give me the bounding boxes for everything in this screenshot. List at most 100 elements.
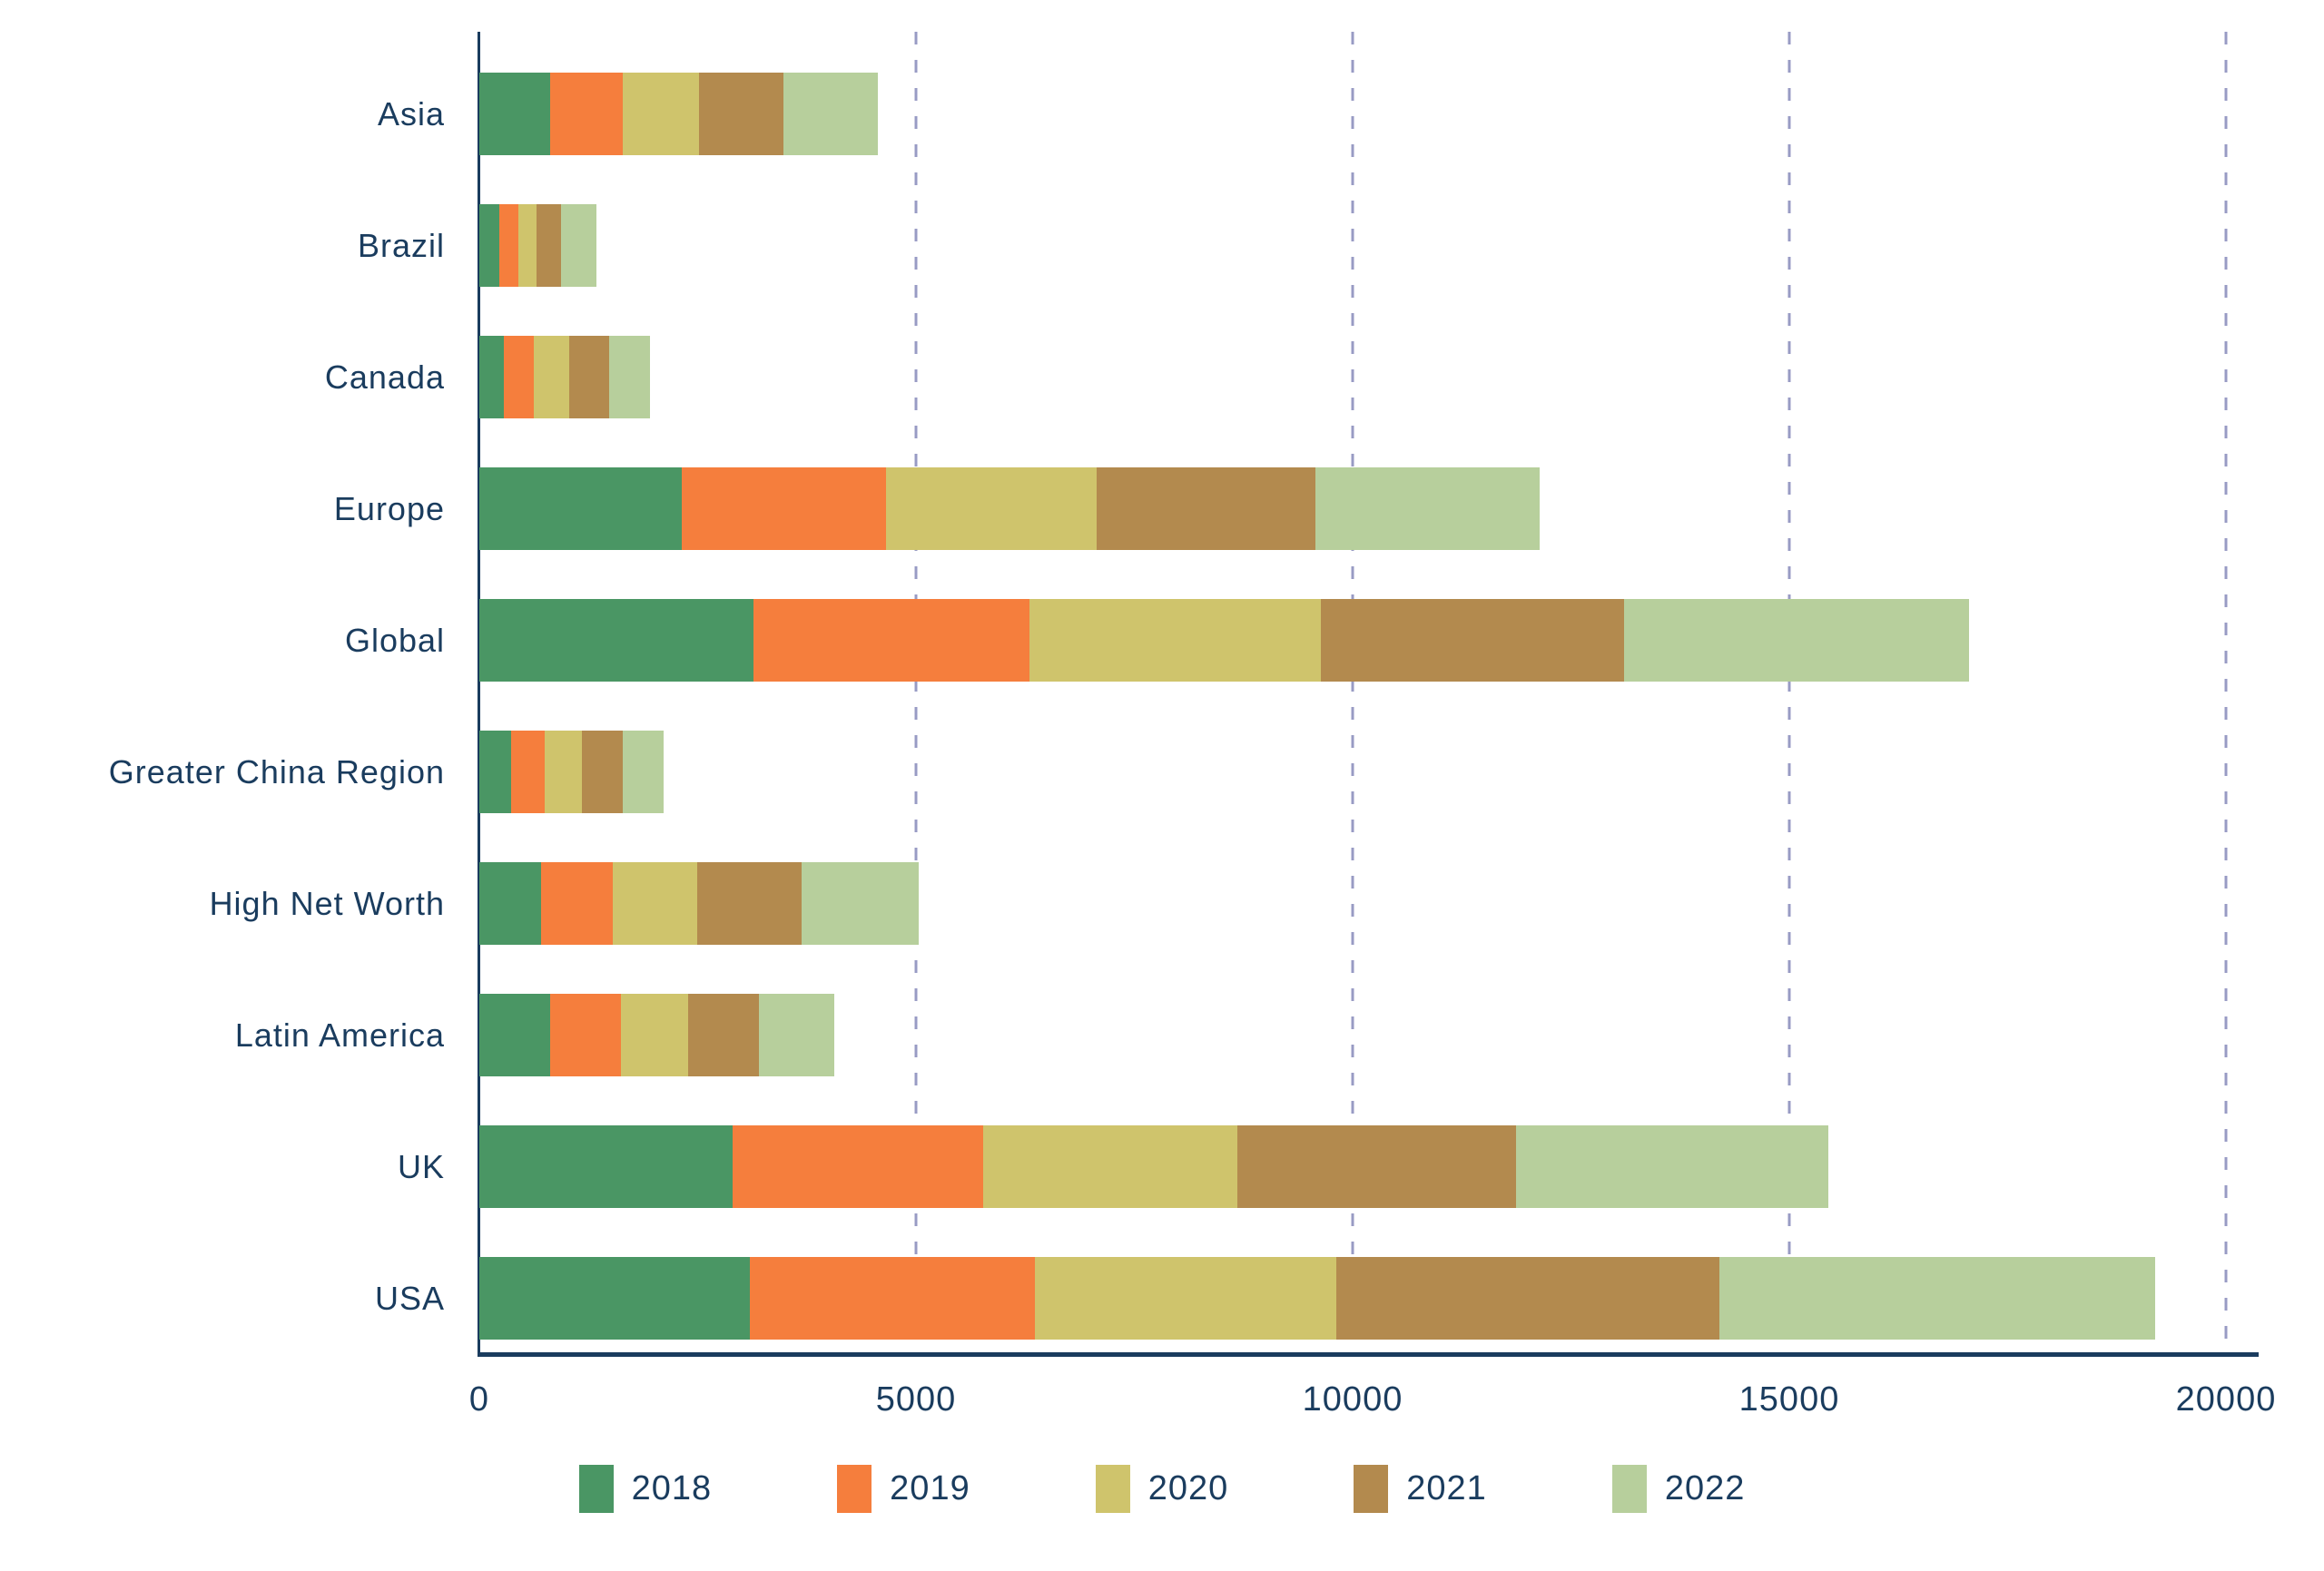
legend-swatch-2021 xyxy=(1354,1465,1389,1513)
stacked-bar-canada xyxy=(479,336,2226,418)
category-label-usa: USA xyxy=(374,1279,445,1317)
bar-segment-usa-2018 xyxy=(479,1257,751,1340)
bar-track xyxy=(479,73,2226,155)
bar-segment-uk-2018 xyxy=(479,1125,733,1208)
bar-track xyxy=(479,862,2226,945)
bar-segment-canada-2019 xyxy=(503,336,534,418)
x-tick-label-15000: 15000 xyxy=(1738,1380,1840,1419)
bar-segment-high-net-worth-2022 xyxy=(801,862,919,945)
legend-swatch-2018 xyxy=(578,1465,614,1513)
legend: 2018 2019 2020 2021 2022 xyxy=(0,1465,2324,1513)
bar-segment-latin-america-2020 xyxy=(621,994,689,1076)
bar-track xyxy=(479,336,2226,418)
legend-item-2021: 2021 xyxy=(1354,1465,1487,1513)
legend-item-2018: 2018 xyxy=(578,1465,713,1513)
category-label-greater-china-region: Greater China Region xyxy=(108,752,445,790)
bar-segment-canada-2021 xyxy=(568,336,609,418)
bar-track xyxy=(479,1125,2226,1208)
stacked-bar-europe xyxy=(479,467,2226,550)
category-label-uk: UK xyxy=(397,1147,445,1185)
stacked-bar-usa xyxy=(479,1257,2226,1340)
gridline-15000 xyxy=(1787,32,1791,1354)
bar-segment-global-2020 xyxy=(1029,599,1322,682)
bar-track xyxy=(479,599,2226,682)
bar-segment-asia-2018 xyxy=(479,73,550,155)
category-label-global: Global xyxy=(344,621,445,659)
bar-row-canada: Canada xyxy=(0,311,2226,443)
bar-track xyxy=(479,1257,2226,1340)
legend-item-2020: 2020 xyxy=(1095,1465,1229,1513)
legend-label-2019: 2019 xyxy=(890,1469,970,1507)
x-tick-label-10000: 10000 xyxy=(1302,1380,1403,1419)
bar-segment-asia-2022 xyxy=(783,73,878,155)
bar-segment-uk-2021 xyxy=(1237,1125,1517,1208)
x-axis-line xyxy=(478,1352,2259,1357)
bar-row-europe: Europe xyxy=(0,443,2226,574)
legend-swatch-2022 xyxy=(1611,1465,1647,1513)
bar-segment-greater-china-region-2022 xyxy=(622,731,664,813)
legend-item-2022: 2022 xyxy=(1611,1465,1746,1513)
legend-label-2018: 2018 xyxy=(631,1469,713,1507)
bar-segment-high-net-worth-2018 xyxy=(479,862,542,945)
bar-segment-europe-2020 xyxy=(886,467,1098,550)
bar-segment-global-2018 xyxy=(479,599,754,682)
bar-segment-europe-2022 xyxy=(1315,467,1540,550)
x-tick-label-0: 0 xyxy=(468,1380,490,1419)
stacked-bar-greater-china-region xyxy=(479,731,2226,813)
bar-segment-greater-china-region-2021 xyxy=(582,731,623,813)
bar-row-global: Global xyxy=(0,574,2226,706)
legend-label-2022: 2022 xyxy=(1664,1469,1746,1507)
bar-segment-greater-china-region-2020 xyxy=(545,731,583,813)
bar-segment-high-net-worth-2019 xyxy=(541,862,614,945)
bar-segment-global-2021 xyxy=(1321,599,1625,682)
y-axis-line xyxy=(478,32,480,1354)
bar-track xyxy=(479,204,2226,287)
bar-segment-greater-china-region-2019 xyxy=(510,731,546,813)
bar-segment-brazil-2019 xyxy=(499,204,519,287)
bar-segment-high-net-worth-2020 xyxy=(613,862,698,945)
legend-label-2020: 2020 xyxy=(1147,1469,1229,1507)
plot-area xyxy=(478,32,2259,1357)
bar-segment-canada-2020 xyxy=(533,336,569,418)
bar-segment-usa-2019 xyxy=(750,1257,1036,1340)
legend-swatch-2019 xyxy=(837,1465,872,1513)
bar-segment-asia-2019 xyxy=(549,73,623,155)
bar-segment-brazil-2018 xyxy=(479,204,500,287)
category-label-asia: Asia xyxy=(377,94,445,133)
category-label-brazil: Brazil xyxy=(357,226,445,264)
x-tick-label-20000: 20000 xyxy=(2175,1380,2277,1419)
bar-segment-latin-america-2022 xyxy=(758,994,834,1076)
bar-segment-greater-china-region-2018 xyxy=(479,731,511,813)
stacked-bar-asia xyxy=(479,73,2226,155)
bar-segment-europe-2018 xyxy=(479,467,683,550)
x-tick-label-5000: 5000 xyxy=(875,1380,957,1419)
bar-track xyxy=(479,731,2226,813)
stacked-bar-brazil xyxy=(479,204,2226,287)
bar-segment-asia-2021 xyxy=(698,73,784,155)
bar-segment-latin-america-2021 xyxy=(688,994,759,1076)
bar-segment-asia-2020 xyxy=(622,73,699,155)
bar-segment-uk-2022 xyxy=(1516,1125,1828,1208)
bar-row-high-net-worth: High Net Worth xyxy=(0,838,2226,969)
bar-segment-uk-2019 xyxy=(732,1125,983,1208)
bar-segment-uk-2020 xyxy=(982,1125,1238,1208)
bar-segment-usa-2021 xyxy=(1336,1257,1720,1340)
bar-rows: Asia Brazil Canada Europe Global Greater Chin… xyxy=(0,48,2226,1364)
bar-segment-canada-2018 xyxy=(479,336,504,418)
category-label-latin-america: Latin America xyxy=(234,1016,445,1054)
bar-segment-global-2019 xyxy=(753,599,1030,682)
bar-track xyxy=(479,994,2226,1076)
stacked-bar-global xyxy=(479,599,2226,682)
stacked-bar-high-net-worth xyxy=(479,862,2226,945)
bar-row-uk: UK xyxy=(0,1101,2226,1232)
legend-label-2021: 2021 xyxy=(1406,1469,1487,1507)
bar-segment-usa-2022 xyxy=(1719,1257,2156,1340)
bar-segment-europe-2019 xyxy=(682,467,887,550)
legend-item-2019: 2019 xyxy=(837,1465,970,1513)
bar-segment-canada-2022 xyxy=(608,336,651,418)
category-label-europe: Europe xyxy=(333,489,445,527)
bar-row-latin-america: Latin America xyxy=(0,969,2226,1101)
legend-swatch-2020 xyxy=(1095,1465,1130,1513)
x-axis-tick-labels: 0 5000 10000 15000 20000 xyxy=(469,1378,2275,1421)
bar-segment-brazil-2020 xyxy=(518,204,537,287)
